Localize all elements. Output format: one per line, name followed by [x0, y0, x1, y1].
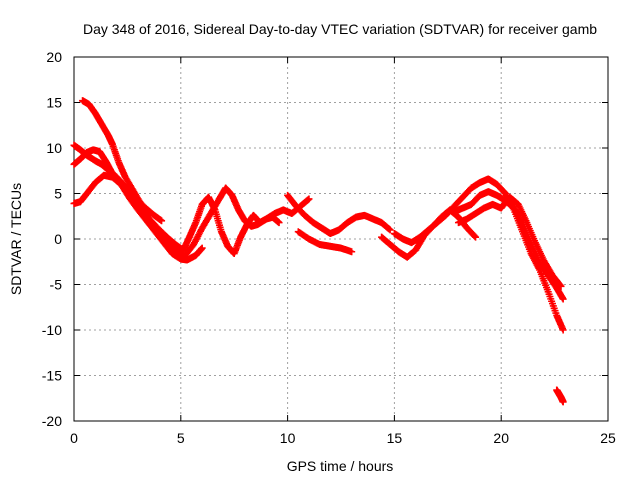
y-tick-label: 0 [54, 231, 62, 247]
y-axis-label: SDTVAR / TECUs [8, 183, 24, 295]
data-point [559, 326, 567, 334]
data-point [158, 217, 166, 225]
data-point [198, 244, 206, 252]
series-arc-4 [70, 146, 166, 225]
data-point [557, 282, 565, 290]
axis-ticks [73, 56, 609, 422]
series-arc-6 [181, 184, 313, 259]
y-tick-label: 15 [46, 95, 62, 111]
y-tick-label: 20 [46, 49, 62, 65]
y-tick-label: -15 [42, 368, 62, 384]
data-point [472, 233, 480, 241]
data-point [556, 281, 564, 289]
data-point [471, 232, 479, 240]
y-tick-labels: -20 -15 -10 -5 0 5 10 15 20 [42, 49, 62, 429]
data-point [559, 295, 567, 303]
x-tick-label: 25 [600, 430, 616, 446]
series-arc-12 [454, 193, 565, 290]
grid-lines [74, 57, 608, 421]
chart-title: Day 348 of 2016, Sidereal Day-to-day VTE… [83, 21, 597, 37]
x-tick-label: 15 [387, 430, 403, 446]
data-point [559, 398, 567, 406]
x-tick-label: 10 [280, 430, 296, 446]
data-marks [70, 97, 567, 406]
y-tick-label: -5 [50, 277, 63, 293]
y-tick-label: -10 [42, 322, 62, 338]
data-point [386, 226, 394, 234]
x-tick-label: 20 [493, 430, 509, 446]
data-point [348, 248, 356, 256]
data-point [305, 195, 313, 203]
x-tick-labels: 0 5 10 15 20 25 [70, 430, 616, 446]
data-point [275, 219, 283, 227]
series-arc-7 [284, 191, 394, 238]
y-tick-label: 10 [46, 140, 62, 156]
series-arc-13 [553, 386, 567, 406]
y-tick-label: -20 [42, 413, 62, 429]
x-axis-label: GPS time / hours [287, 458, 394, 474]
x-tick-label: 5 [177, 430, 185, 446]
x-tick-label: 0 [70, 430, 78, 446]
y-tick-label: 5 [54, 186, 62, 202]
series-arc-11 [450, 188, 567, 303]
series-arc-8 [294, 228, 356, 256]
